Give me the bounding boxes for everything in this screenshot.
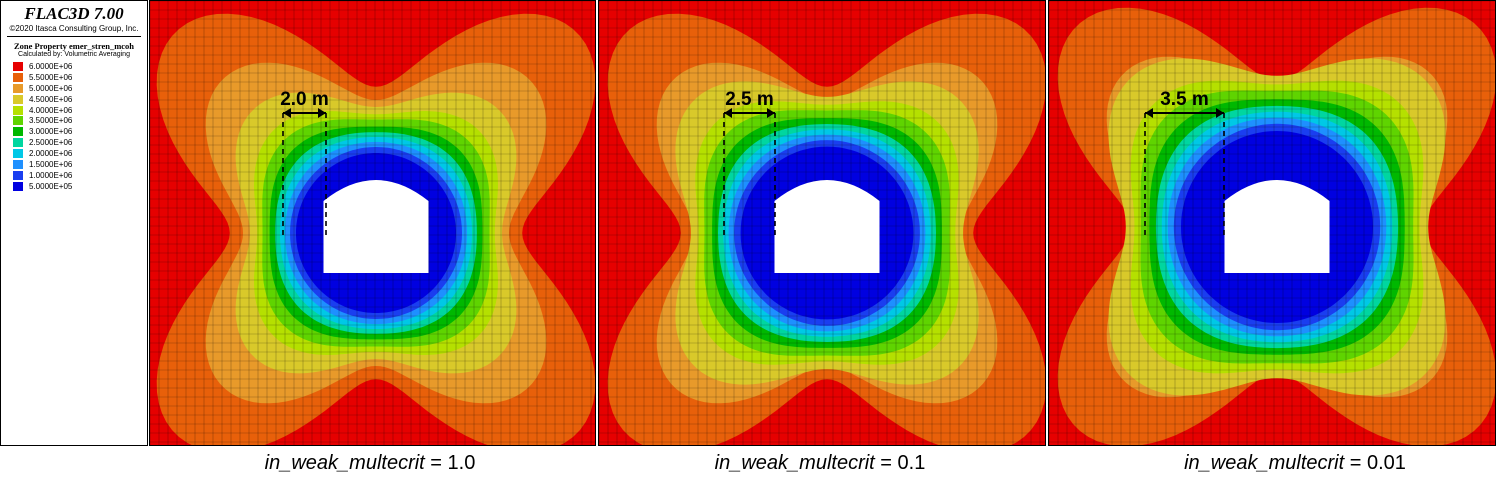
legend-label: 4.5000E+06 [29, 94, 73, 104]
legend-item: 2.0000E+06 [1, 148, 147, 159]
legend-swatch [13, 127, 23, 137]
dimension-label: 3.5 m [1160, 89, 1209, 110]
legend: FLAC3D 7.00 ©2020 Itasca Consulting Grou… [0, 0, 148, 446]
legend-label: 2.5000E+06 [29, 138, 73, 148]
legend-item: 3.0000E+06 [1, 126, 147, 137]
caption-2-val: = 0.1 [874, 452, 926, 474]
arrowhead-right-icon [767, 108, 775, 118]
contour-plot-3: 3.5 m [1049, 1, 1495, 445]
legend-copyright: ©2020 Itasca Consulting Group, Inc. [9, 24, 139, 33]
legend-label: 5.5000E+06 [29, 72, 73, 82]
arrowhead-left-icon [724, 108, 732, 118]
legend-label: 1.5000E+06 [29, 159, 73, 169]
dimension-label: 2.0 m [280, 89, 329, 110]
plot-panel-2: 2.5 m [598, 0, 1046, 446]
contour-plot-1: 2.0 m [150, 1, 595, 445]
legend-swatch [13, 83, 23, 93]
legend-item: 1.5000E+06 [1, 159, 147, 170]
legend-swatch [13, 138, 23, 148]
caption-1-val: = 1.0 [424, 452, 476, 474]
dimension-label: 2.5 m [725, 89, 774, 110]
legend-swatch [13, 149, 23, 159]
legend-label: 1.0000E+06 [29, 170, 73, 180]
legend-label: 5.0000E+06 [29, 83, 73, 93]
caption-1-var: in_weak_multecrit [264, 452, 425, 474]
plot-panel-1: 2.0 m [149, 0, 596, 446]
legend-swatch [13, 170, 23, 180]
legend-item: 4.5000E+06 [1, 94, 147, 105]
legend-divider [7, 36, 141, 37]
legend-swatch [13, 61, 23, 71]
legend-swatch [13, 159, 23, 169]
legend-item: 5.0000E+06 [1, 83, 147, 94]
mesh-grid [1049, 1, 1495, 445]
legend-title: FLAC3D 7.00 [24, 4, 124, 23]
arrowhead-left-icon [1145, 108, 1153, 118]
legend-swatch [13, 181, 23, 191]
legend-swatch [13, 94, 23, 104]
legend-label: 2.0000E+06 [29, 149, 73, 159]
caption-3-var: in_weak_multecrit [1184, 452, 1345, 474]
legend-label: 6.0000E+06 [29, 61, 73, 71]
tunnel-opening [323, 180, 429, 273]
caption-2: in_weak_multecrit = 0.1 [660, 452, 980, 475]
legend-swatch [13, 105, 23, 115]
legend-label: 3.5000E+06 [29, 116, 73, 126]
legend-item: 5.5000E+06 [1, 72, 147, 83]
legend-calc-method: Calculated by: Volumetric Averaging [18, 51, 130, 58]
legend-swatch [13, 72, 23, 82]
arrowhead-left-icon [283, 108, 291, 118]
legend-item: 2.5000E+06 [1, 137, 147, 148]
arrowhead-right-icon [318, 108, 326, 118]
caption-3: in_weak_multecrit = 0.01 [1130, 452, 1460, 475]
plot-panel-3: 3.5 m [1048, 0, 1496, 446]
legend-item: 1.0000E+06 [1, 170, 147, 181]
caption-2-var: in_weak_multecrit [714, 452, 875, 474]
legend-label: 4.0000E+06 [29, 105, 73, 115]
legend-label: 3.0000E+06 [29, 127, 73, 137]
arrowhead-right-icon [1216, 108, 1224, 118]
legend-item: 3.5000E+06 [1, 115, 147, 126]
caption-1: in_weak_multecrit = 1.0 [210, 452, 530, 475]
contour-plot-2: 2.5 m [599, 1, 1045, 445]
legend-item: 5.0000E+05 [1, 181, 147, 192]
tunnel-opening [1224, 180, 1330, 273]
legend-label: 5.0000E+05 [29, 181, 73, 191]
caption-3-val: = 0.01 [1344, 452, 1406, 474]
legend-item: 4.0000E+06 [1, 105, 147, 116]
legend-property: Zone Property emer_stren_mcoh [13, 41, 135, 51]
legend-items: 6.0000E+06 5.5000E+06 5.0000E+06 4.5000E+06… [1, 61, 147, 192]
legend-item: 6.0000E+06 [1, 61, 147, 72]
tunnel-opening [774, 180, 880, 273]
legend-swatch [13, 116, 23, 126]
